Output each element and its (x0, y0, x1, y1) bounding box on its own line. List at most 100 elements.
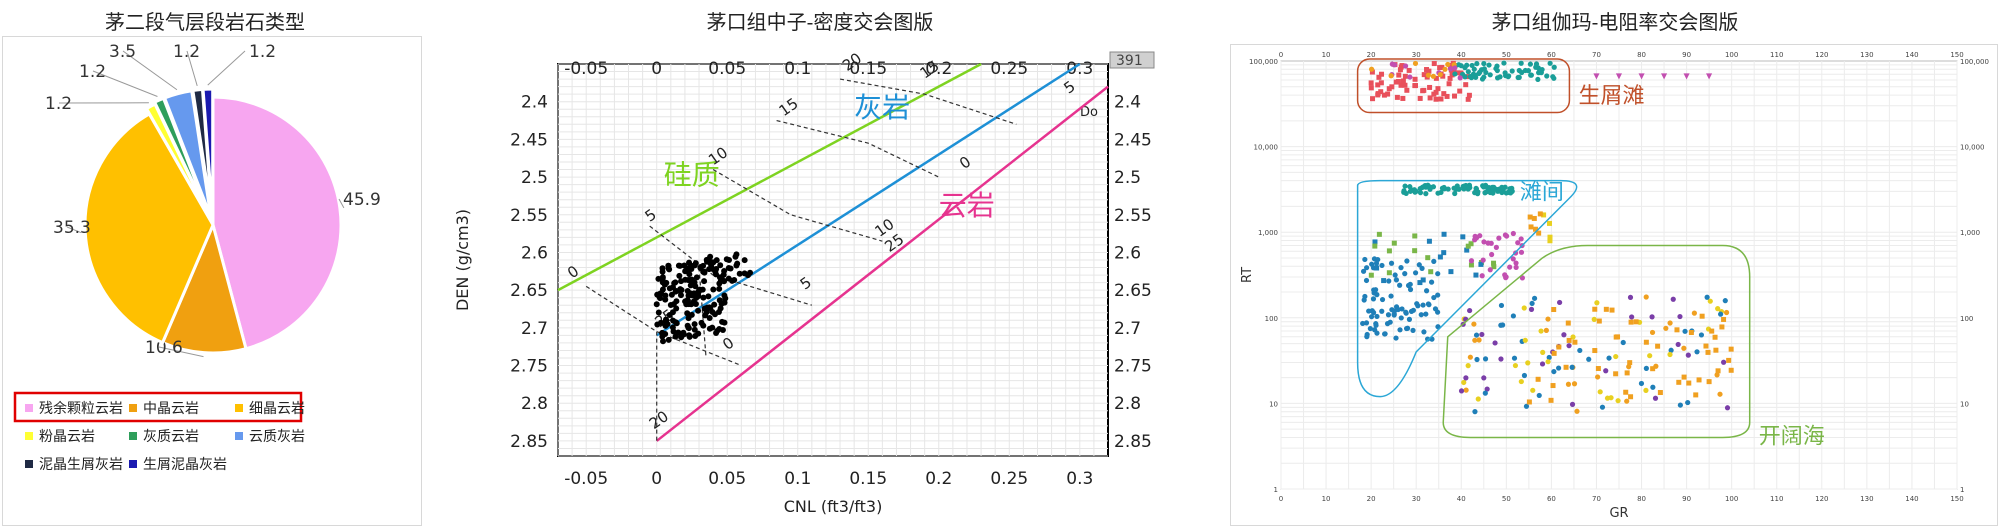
scatter-point (1455, 70, 1461, 76)
region-label-2: 滩间 (1520, 180, 1564, 205)
x-tick-label-bottom: 20 (1367, 495, 1376, 503)
scatter-point (1389, 307, 1395, 313)
legend-label-8: 生屑泥晶灰岩 (143, 457, 227, 473)
scatter-point (1420, 277, 1426, 283)
scatter-point (1402, 183, 1408, 189)
scatter-point (1412, 233, 1418, 239)
scatter-point (1696, 377, 1702, 383)
scatter-point (1435, 190, 1441, 196)
scatter-point (1487, 267, 1493, 273)
x-tick-label-bottom: 150 (1950, 495, 1963, 503)
scatter-point (1448, 269, 1454, 275)
x-tick-label-bottom: 0.1 (784, 469, 811, 489)
x-axis-label: GR (1609, 506, 1628, 521)
scatter-point (704, 304, 711, 311)
scatter-point (1513, 260, 1519, 266)
y-axis-label: DEN (g/cm3) (453, 209, 472, 311)
cnl-den-chart-panel: -0.05 -0.05 0 0 0.05 0.05 0.1 0.1 0.15 0.15 0.2 0.2… (438, 48, 1198, 524)
scatter-point (1577, 347, 1583, 354)
scatter-point (708, 264, 715, 271)
legend-swatch-1 (25, 404, 33, 412)
scatter-point (1698, 332, 1705, 338)
scatter-point (1603, 306, 1609, 312)
pie-leader-line-3 (66, 226, 82, 234)
scatter-point (1510, 256, 1516, 262)
scatter-point (1474, 61, 1480, 67)
scatter-point (1551, 64, 1557, 70)
scatter-point (671, 280, 678, 287)
scatter-point (1473, 272, 1479, 278)
scatter-point (1381, 278, 1387, 284)
scatter-point (1435, 292, 1441, 298)
scatter-point (1430, 73, 1436, 79)
scatter-point (1479, 273, 1485, 279)
scatter-point (670, 317, 677, 324)
pie-slice-2 (160, 220, 248, 355)
scatter-point (660, 338, 667, 345)
scatter-point (1452, 93, 1458, 99)
scatter-point (1722, 298, 1728, 304)
scatter-point (1599, 404, 1606, 410)
scatter-point (1421, 87, 1427, 93)
pie-leader-line-1 (338, 198, 345, 209)
scatter-point (1719, 324, 1725, 330)
y-tick-label-right: 2.75 (1114, 357, 1152, 377)
x-tick-label-top: 110 (1770, 51, 1783, 59)
scatter-point (1433, 96, 1439, 102)
scatter-point (1706, 379, 1712, 385)
scatter-point (1396, 72, 1402, 78)
scatter-point (1373, 287, 1379, 293)
y-tick-label-left: 100,000 (1249, 58, 1278, 66)
legend-label-4: 粉晶云岩 (39, 429, 95, 445)
scatter-point (1486, 62, 1492, 68)
gr-rt-chart-panel: 0 0 10 10 20 20 30 30 40 40 50 50 60 60 70 70 80 80 90 90 10… (1230, 44, 1998, 526)
scatter-point (1429, 279, 1435, 285)
y-tick-label-right: 2.55 (1114, 206, 1152, 226)
scatter-point (1481, 66, 1487, 72)
scatter-point (693, 274, 700, 281)
scatter-point (1424, 336, 1431, 342)
scatter-point (1570, 334, 1576, 340)
legend-swatch-7 (25, 460, 33, 468)
scatter-point (721, 299, 728, 306)
scatter-point (1613, 334, 1619, 340)
scatter-point (1469, 62, 1475, 69)
scatter-point (657, 319, 664, 326)
scatter-point (1704, 294, 1710, 300)
y-tick-label-right: 10,000 (1960, 144, 1985, 152)
scatter-point (1425, 72, 1431, 78)
scatter-point (1667, 351, 1673, 358)
gr-rt-chart-title: 茅口组伽玛-电阻率交会图版 (1491, 10, 1739, 34)
scatter-point (701, 278, 708, 285)
y-tick-label-right: 2.4 (1114, 93, 1141, 113)
scatter-point (1498, 302, 1505, 309)
scatter-point (1456, 186, 1462, 192)
scatter-point (685, 301, 692, 308)
lithology-line-2 (656, 62, 1081, 337)
y-tick-label-left: 100 (1265, 315, 1278, 323)
x-tick-label-top: 0 (651, 59, 662, 79)
scatter-point (1482, 356, 1489, 362)
scatter-point (1425, 301, 1432, 307)
x-tick-label-bottom: 90 (1682, 495, 1691, 503)
scatter-point (1372, 243, 1378, 249)
scatter-point (1569, 401, 1576, 407)
scatter-point (716, 325, 723, 332)
scatter-point (1452, 65, 1458, 71)
scatter-point (1596, 318, 1602, 324)
x-tick-label-top: 0 (1279, 51, 1283, 59)
x-tick-label-top: 20 (1367, 51, 1376, 59)
scatter-point (1563, 364, 1569, 370)
x-tick-label-top: 120 (1815, 51, 1828, 59)
scatter-point (1368, 66, 1375, 72)
scatter-point (1595, 374, 1601, 380)
scatter-point (1393, 335, 1399, 341)
scatter-point (1369, 69, 1375, 75)
scatter-point (695, 293, 702, 300)
scatter-point (653, 301, 660, 308)
y-tick-label-right: 2.45 (1114, 130, 1152, 150)
y-tick-label-left: 2.85 (510, 432, 548, 452)
pie-leader-line-5 (92, 70, 158, 97)
scatter-point (1565, 381, 1572, 387)
scatter-point (1476, 337, 1482, 343)
